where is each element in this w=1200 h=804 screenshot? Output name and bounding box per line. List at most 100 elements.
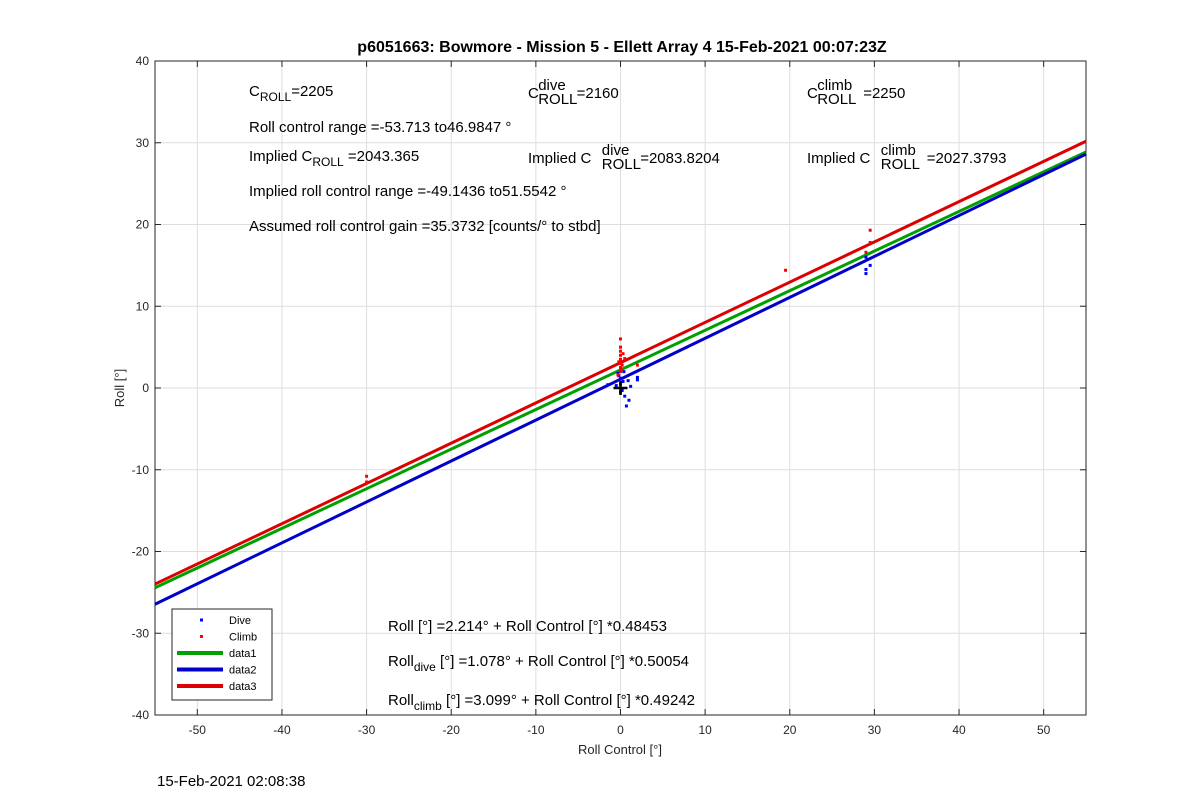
legend-marker-Climb (200, 635, 203, 638)
implied-c-roll-climb-sub: ROLL (881, 156, 920, 173)
climb-point (619, 357, 622, 361)
implied-c-roll-climb-base: Implied C (807, 150, 871, 167)
dive-point (864, 255, 868, 259)
climb-point (635, 363, 639, 367)
implied-c-roll-dive-base: Implied C (528, 150, 592, 167)
implied-c-roll-part: =2043.365 (344, 148, 420, 165)
implied-c-roll-climb-value: =2027.3793 (927, 150, 1007, 167)
c-roll-dive-sup: dive (538, 77, 566, 94)
x-tick-label: -20 (443, 723, 461, 737)
data-points (365, 228, 872, 484)
fit-dive-part: Roll (388, 653, 414, 670)
x-tick-label: -50 (189, 723, 207, 737)
dive-point (629, 384, 633, 388)
x-tick-label: 10 (698, 723, 712, 737)
gain: Assumed roll control gain =35.3732 [coun… (249, 218, 601, 235)
dive-point (616, 371, 620, 375)
x-axis-label: Roll Control [°] (578, 742, 662, 757)
climb-point (619, 370, 622, 374)
c-roll-climb-sub: ROLL (817, 91, 856, 108)
implied-c-roll-climb-sup: climb (881, 142, 916, 159)
dive-point (606, 383, 610, 387)
dive-point (623, 394, 627, 398)
legend-label: data2 (229, 665, 257, 677)
dive-point (864, 272, 868, 276)
climb-point (619, 366, 622, 370)
dive-point (626, 379, 630, 383)
climb-point (619, 353, 622, 357)
implied-c-roll-dive-sub: ROLL (602, 156, 641, 173)
dive-point (635, 375, 639, 379)
fit-dive-part: [°] =1.078° + Roll Control [°] *0.50054 (436, 653, 689, 670)
c-roll-climb-sup: climb (817, 77, 852, 94)
c-roll-climb-base: C (807, 85, 818, 102)
x-tick-label: 30 (868, 723, 882, 737)
y-tick-label: 40 (136, 54, 150, 68)
dive-point (627, 398, 631, 402)
c-roll-climb-value: =2250 (863, 85, 905, 102)
dive-point (619, 376, 622, 380)
x-tick-label: -10 (527, 723, 545, 737)
climb-point (619, 349, 622, 353)
implied-c-roll: Implied CROLL =2043.365 (249, 148, 419, 169)
y-tick-label: -40 (132, 708, 150, 722)
x-tick-label: 40 (952, 723, 966, 737)
axis-ticks: -50 -40 -30 -20 -10 0 10 20 30 40 50 -40 -30 -20 -10 0 1… (132, 54, 1086, 737)
c-roll-part: =2205 (291, 83, 333, 100)
dive-point (868, 263, 872, 267)
footer-timestamp: 15-Feb-2021 02:08:38 (157, 773, 306, 790)
c-roll-part: ROLL (260, 90, 292, 104)
dive-point (624, 404, 628, 408)
y-tick-label: -20 (132, 545, 150, 559)
roll-control-range: Roll control range =-53.713 to46.9847 ° (249, 119, 511, 136)
climb-point (623, 357, 627, 361)
climb-point (365, 480, 369, 484)
c-roll: CROLL=2205 (249, 83, 333, 104)
climb-point (619, 345, 622, 349)
climb-point (365, 474, 369, 478)
fit-climb: Rollclimb [°] =3.099° + Roll Control [°]… (388, 692, 695, 713)
climb-point (864, 250, 868, 254)
y-tick-label: 30 (136, 136, 150, 150)
dive-point (614, 384, 618, 388)
c-roll-dive-base: C (528, 85, 539, 102)
y-axis-label: Roll [°] (112, 369, 127, 407)
legend-label: Climb (229, 632, 257, 644)
y-tick-label: 10 (136, 299, 150, 313)
fit-dive-part: dive (414, 660, 436, 674)
fit-climb-part: climb (414, 699, 442, 713)
climb-point (619, 361, 622, 365)
climb-point (619, 368, 623, 372)
climb-point (616, 373, 620, 377)
x-tick-label: 50 (1037, 723, 1051, 737)
climb-point (868, 228, 872, 232)
c-roll-dive-value: =2160 (577, 85, 619, 102)
c-roll-part: C (249, 83, 260, 100)
dive-point (622, 370, 626, 374)
fit-all: Roll [°] =2.214° + Roll Control [°] *0.4… (388, 618, 667, 635)
legend-label: Dive (229, 615, 251, 627)
dive-point (620, 388, 624, 392)
fit-climb-part: Roll (388, 692, 414, 709)
chart-title: p6051663: Bowmore - Mission 5 - Ellett A… (357, 39, 887, 56)
implied-range: Implied roll control range =-49.1436 to5… (249, 183, 566, 200)
y-tick-label: -30 (132, 626, 150, 640)
dive-point (621, 379, 625, 383)
implied-c-roll-part: Implied C (249, 148, 313, 165)
implied-c-roll-part: ROLL (312, 155, 344, 169)
fit-climb-part: [°] =3.099° + Roll Control [°] *0.49242 (442, 692, 695, 709)
legend-marker-Dive (200, 618, 203, 622)
climb-point (620, 363, 624, 367)
c-roll-dive-sub: ROLL (538, 91, 577, 108)
legend-label: data3 (229, 681, 257, 693)
climb-point (784, 268, 788, 272)
implied-c-roll-dive-sup: dive (602, 142, 630, 159)
y-tick-label: 0 (142, 381, 149, 395)
climb-point (619, 337, 622, 341)
implied-c-roll-dive-value: =2083.8204 (640, 150, 720, 167)
x-tick-label: -30 (358, 723, 376, 737)
x-tick-label: 0 (617, 723, 624, 737)
y-tick-label: 20 (136, 218, 150, 232)
